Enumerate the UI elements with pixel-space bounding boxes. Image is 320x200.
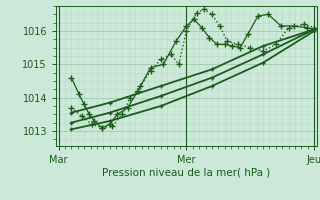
X-axis label: Pression niveau de la mer( hPa ): Pression niveau de la mer( hPa ) — [102, 168, 270, 178]
